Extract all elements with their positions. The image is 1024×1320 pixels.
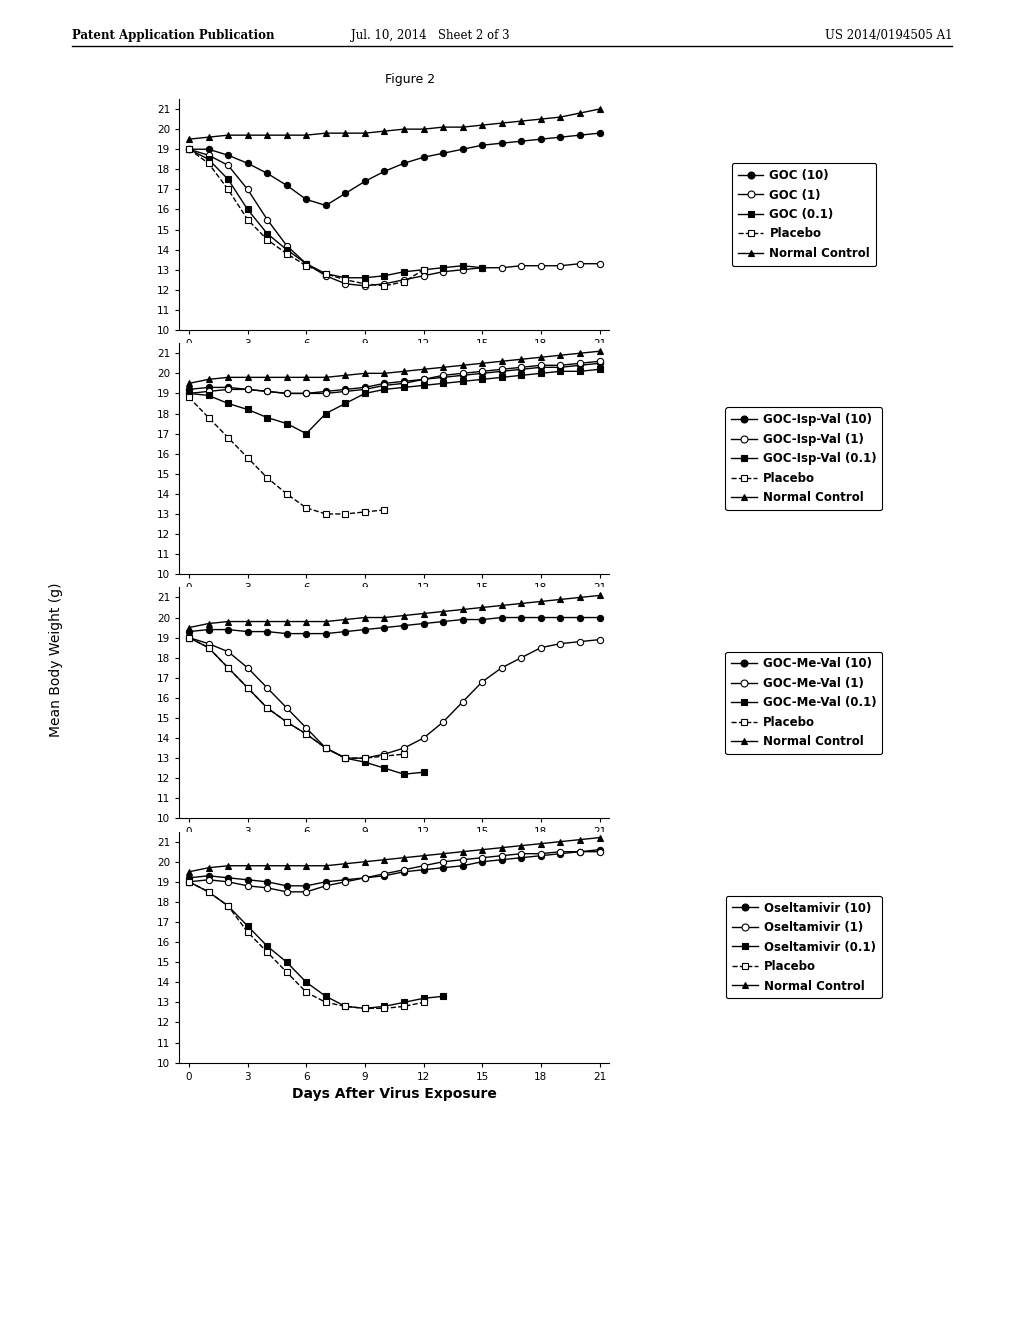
Legend: GOC (10), GOC (1), GOC (0.1), Placebo, Normal Control: GOC (10), GOC (1), GOC (0.1), Placebo, N… [731,164,877,265]
X-axis label: Days After Virus Exposure: Days After Virus Exposure [292,1088,497,1101]
Text: Mean Body Weight (g): Mean Body Weight (g) [49,582,63,738]
Legend: Oseltamivir (10), Oseltamivir (1), Oseltamivir (0.1), Placebo, Normal Control: Oseltamivir (10), Oseltamivir (1), Oselt… [726,896,882,998]
Text: Figure 2: Figure 2 [385,73,434,86]
Text: Patent Application Publication: Patent Application Publication [72,29,274,42]
Legend: GOC-Me-Val (10), GOC-Me-Val (1), GOC-Me-Val (0.1), Placebo, Normal Control: GOC-Me-Val (10), GOC-Me-Val (1), GOC-Me-… [725,652,883,754]
Text: US 2014/0194505 A1: US 2014/0194505 A1 [824,29,952,42]
Legend: GOC-Isp-Val (10), GOC-Isp-Val (1), GOC-Isp-Val (0.1), Placebo, Normal Control: GOC-Isp-Val (10), GOC-Isp-Val (1), GOC-I… [725,408,883,510]
Text: Jul. 10, 2014   Sheet 2 of 3: Jul. 10, 2014 Sheet 2 of 3 [351,29,509,42]
